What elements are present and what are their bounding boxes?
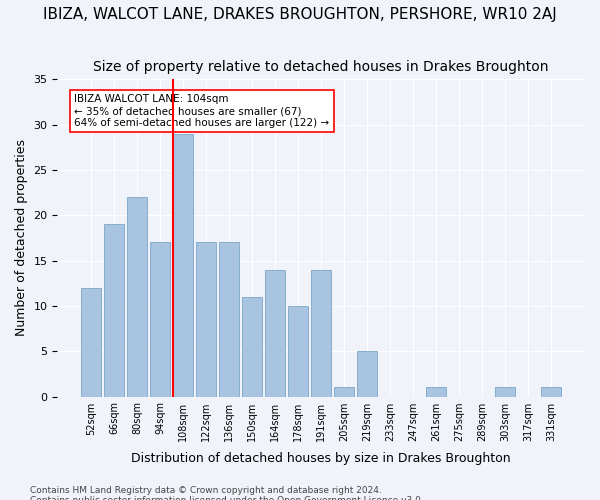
Bar	[358, 351, 377, 397]
Bar	[334, 388, 354, 396]
Bar	[541, 388, 561, 396]
Bar	[173, 134, 193, 396]
Text: Contains HM Land Registry data © Crown copyright and database right 2024.: Contains HM Land Registry data © Crown c…	[30, 486, 382, 495]
Bar	[220, 242, 239, 396]
Bar	[242, 297, 262, 396]
Text: IBIZA WALCOT LANE: 104sqm
← 35% of detached houses are smaller (67)
64% of semi-: IBIZA WALCOT LANE: 104sqm ← 35% of detac…	[74, 94, 329, 128]
Text: Contains public sector information licensed under the Open Government Licence v3: Contains public sector information licen…	[30, 496, 424, 500]
Bar	[151, 242, 170, 396]
Text: IBIZA, WALCOT LANE, DRAKES BROUGHTON, PERSHORE, WR10 2AJ: IBIZA, WALCOT LANE, DRAKES BROUGHTON, PE…	[43, 8, 557, 22]
Bar	[196, 242, 216, 396]
Bar	[427, 388, 446, 396]
Bar	[289, 306, 308, 396]
Bar	[265, 270, 285, 396]
Title: Size of property relative to detached houses in Drakes Broughton: Size of property relative to detached ho…	[94, 60, 549, 74]
X-axis label: Distribution of detached houses by size in Drakes Broughton: Distribution of detached houses by size …	[131, 452, 511, 465]
Bar	[127, 197, 147, 396]
Bar	[104, 224, 124, 396]
Y-axis label: Number of detached properties: Number of detached properties	[15, 140, 28, 336]
Bar	[82, 288, 101, 397]
Bar	[311, 270, 331, 396]
Bar	[496, 388, 515, 396]
